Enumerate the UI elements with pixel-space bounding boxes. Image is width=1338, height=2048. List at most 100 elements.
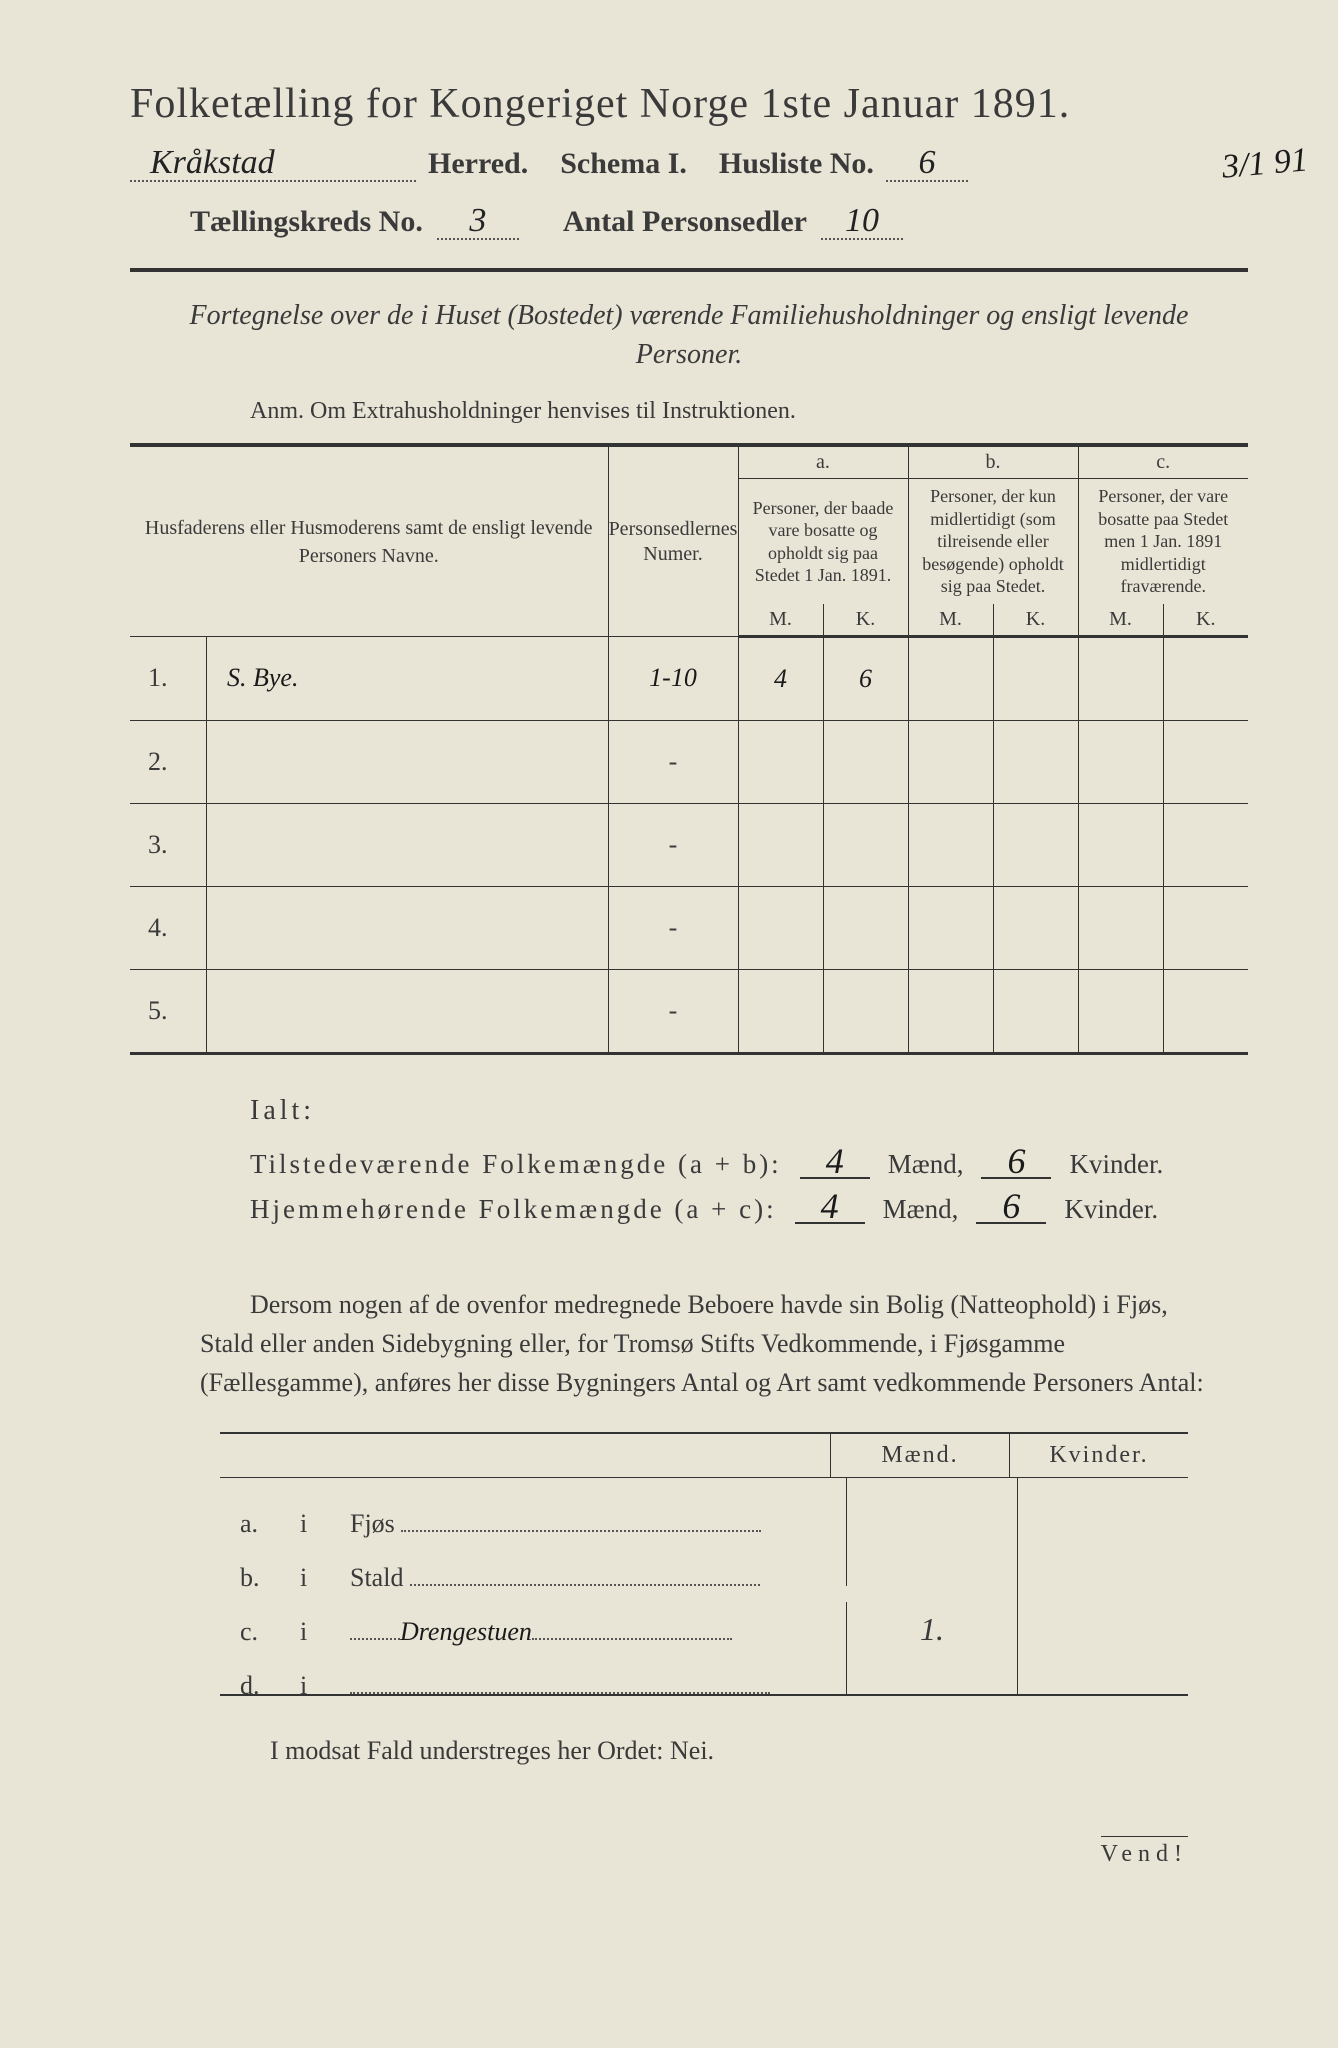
sub-label-text: Stald [350,1563,403,1592]
sum1-k: 6 [981,1145,1051,1179]
row-c-k [1163,969,1248,1053]
c-m: M. [1078,604,1163,637]
row-a-k [823,803,908,886]
col-c: Personer, der vare bosatte paa Stedet me… [1078,479,1248,604]
row-num: 1. [130,636,207,720]
sub-i: i [300,1509,350,1539]
row-num: 5. [130,969,207,1053]
row-name [207,886,609,969]
col-a-letter: a. [738,445,908,479]
sub-label-text: Fjøs [350,1509,395,1538]
row-b-k [993,636,1078,720]
b-k: K. [993,604,1078,637]
row-b-k [993,886,1078,969]
col-name: Husfaderens eller Husmoderens samt de en… [130,445,608,636]
row-a-m [738,803,823,886]
table-row: 1. S. Bye. 1-10 4 6 [130,636,1248,720]
a-k: K. [823,604,908,637]
letter-row: Husfaderens eller Husmoderens samt de en… [130,445,1248,479]
sub-k [1017,1478,1188,1532]
row-b-m [908,636,993,720]
sub-label [350,1671,846,1701]
husliste-label: Husliste No. [719,147,874,181]
sum2-m: 4 [795,1190,865,1224]
row-c-m [1078,636,1163,720]
herred-value: Kråkstad [130,146,416,182]
row-c-m [1078,803,1163,886]
husliste-value: 6 [886,146,968,182]
b-m: M. [908,604,993,637]
table-row: 5. - [130,969,1248,1053]
row-c-k [1163,886,1248,969]
bolig-paragraph: Dersom nogen af de ovenfor medregnede Be… [200,1285,1208,1402]
row-sedler: - [608,720,738,803]
sub-letter: b. [220,1563,300,1593]
header-row-2: Kråkstad Herred. Schema I. Husliste No. … [130,146,1248,182]
row-b-k [993,803,1078,886]
row-sedler: - [608,969,738,1053]
row-a-m [738,969,823,1053]
sum-line-1: Tilstedeværende Folkemængde (a + b): 4 M… [250,1145,1248,1180]
sub-row: b. i Stald [220,1532,1188,1586]
sub-letter: d. [220,1671,300,1701]
sub-letter: c. [220,1617,300,1647]
col-b-letter: b. [908,445,1078,479]
row-a-m [738,886,823,969]
row-b-k [993,969,1078,1053]
sub-row: c. i Drengestuen 1. [220,1586,1188,1640]
personsedler-value: 10 [821,204,903,240]
col-a: Personer, der baade vare bosatte og opho… [738,479,908,604]
row-b-m [908,720,993,803]
row-a-k [823,969,908,1053]
row-a-m [738,720,823,803]
row-c-k [1163,636,1248,720]
sub-letter: a. [220,1509,300,1539]
row-c-k [1163,803,1248,886]
table-row: 3. - [130,803,1248,886]
ialt-block: Ialt: Tilstedeværende Folkemængde (a + b… [250,1095,1248,1225]
sub-i: i [300,1617,350,1647]
sub-header: Mænd. Kvinder. [220,1432,1188,1478]
census-form-page: Folketælling for Kongeriget Norge 1ste J… [0,0,1338,2048]
a-m: M. [738,604,823,637]
row-c-m [1078,969,1163,1053]
row-a-m: 4 [738,636,823,720]
maend-label: Mænd, [883,1194,959,1225]
row-a-k [823,886,908,969]
row-sedler: 1-10 [608,636,738,720]
sub-k [1017,1586,1188,1640]
table-row: 4. - [130,886,1248,969]
row-name [207,720,609,803]
sub-kvinder: Kvinder. [1009,1434,1188,1477]
sub-k [1017,1640,1188,1694]
main-table: Husfaderens eller Husmoderens samt de en… [130,443,1248,1055]
col-c-letter: c. [1078,445,1248,479]
sum-line-2: Hjemmehørende Folkemængde (a + c): 4 Mæn… [250,1190,1248,1225]
sub-m [846,1532,1017,1586]
anm-note: Anm. Om Extrahusholdninger henvises til … [250,398,1248,425]
row-c-k [1163,720,1248,803]
row-c-m [1078,720,1163,803]
kreds-label: Tællingskreds No. [190,205,423,239]
row-b-m [908,886,993,969]
row-c-m [1078,886,1163,969]
sub-label: Drengestuen [350,1617,846,1647]
sub-maend: Mænd. [830,1434,1009,1477]
sub-m [846,1640,1017,1694]
sum1-m: 4 [800,1145,870,1179]
ialt-label: Ialt: [250,1095,1248,1127]
sub-table: Mænd. Kvinder. a. i Fjøs b. i Stald c. i… [220,1432,1188,1696]
vend: Vend! [1101,1836,1188,1868]
sub-label: Fjøs [350,1509,846,1539]
nei-line: I modsat Fald understreges her Ordet: Ne… [270,1736,1248,1766]
row-a-k: 6 [823,636,908,720]
kvinder-label: Kvinder. [1069,1149,1163,1180]
table-row: 2. - [130,720,1248,803]
schema-label: Schema I. [560,147,687,181]
subtitle: Fortegnelse over de i Huset (Bostedet) v… [170,296,1208,374]
maend-label: Mænd, [888,1149,964,1180]
sub-row: a. i Fjøs [220,1478,1188,1532]
sub-m [846,1478,1017,1532]
kreds-value: 3 [437,204,519,240]
row-sedler: - [608,803,738,886]
